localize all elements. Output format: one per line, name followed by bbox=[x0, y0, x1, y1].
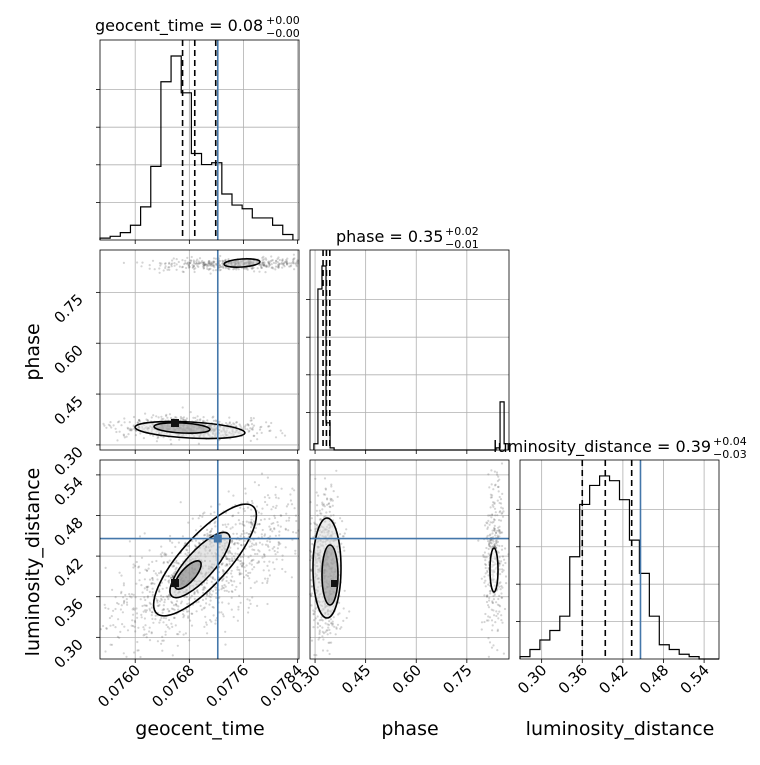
x-tick-label-luminosity_distance-4: 0.54 bbox=[677, 661, 713, 697]
x-tick-label-geocent_time-2: 0.0776 bbox=[202, 661, 252, 711]
title-luminosity-distance: luminosity_distance = 0.39 +0.04 −0.03 bbox=[493, 435, 747, 461]
title-luminosity-distance-plus: +0.04 bbox=[713, 435, 747, 448]
x-tick-label-phase-2: 0.60 bbox=[389, 661, 425, 697]
title-geocent-time-minus: −0.00 bbox=[266, 27, 300, 40]
y-tick-label-phase-3: 0.75 bbox=[50, 290, 86, 326]
contour-phase-distance-left-inner bbox=[321, 544, 339, 606]
panel-frames bbox=[99, 39, 720, 660]
x-tick-label-phase-3: 0.75 bbox=[439, 661, 475, 697]
title-geocent-time-main: geocent_time = 0.08 bbox=[95, 16, 263, 36]
title-phase-plus: +0.02 bbox=[445, 225, 479, 238]
panel-hist-geocent-time-frame bbox=[99, 39, 300, 241]
quantile-and-truth-layer bbox=[100, 40, 642, 659]
y-axis-label-phase: phase bbox=[22, 323, 44, 380]
y-tick-label-luminosity_distance-1: 0.36 bbox=[50, 595, 86, 631]
panel-geocent-time-vs-luminosity-distance-frame bbox=[99, 459, 300, 660]
y-tick-label-luminosity_distance-2: 0.42 bbox=[50, 554, 86, 590]
x-tick-label-luminosity_distance-2: 0.42 bbox=[595, 661, 631, 697]
x-tick-label-geocent_time-1: 0.0768 bbox=[148, 661, 198, 711]
panel-hist-luminosity-distance-frame bbox=[519, 459, 720, 660]
contour-geocent-distance-inner bbox=[174, 560, 202, 590]
contour-geocent-phase-peak bbox=[171, 419, 179, 427]
contour-geocent-distance-peak bbox=[171, 579, 179, 587]
x-axis-label-geocent-time: geocent_time bbox=[135, 718, 264, 740]
y-tick-label-phase-0: 0.30 bbox=[50, 443, 86, 479]
title-geocent-time-plus: +0.00 bbox=[266, 14, 300, 27]
x-axis-label-phase: phase bbox=[381, 718, 438, 740]
panel-phase-vs-luminosity-distance-frame bbox=[309, 459, 510, 660]
title-luminosity-distance-minus: −0.03 bbox=[713, 448, 747, 461]
hist-geocent-time-steps bbox=[99, 55, 294, 240]
y-tick-label-luminosity_distance-4: 0.54 bbox=[50, 473, 86, 509]
scatter-layer bbox=[99, 253, 510, 659]
scatter-geocent-phase-upper bbox=[122, 253, 300, 275]
x-tick-label-luminosity_distance-0: 0.30 bbox=[514, 661, 550, 697]
title-phase: phase = 0.35 +0.02 −0.01 bbox=[336, 225, 479, 251]
panel-hist-phase-frame bbox=[309, 249, 510, 451]
x-tick-label-luminosity_distance-3: 0.48 bbox=[636, 661, 672, 697]
y-tick-label-phase-1: 0.45 bbox=[50, 392, 86, 428]
hist-phase-steps bbox=[313, 265, 509, 451]
grid-layer bbox=[100, 40, 719, 659]
title-luminosity-distance-main: luminosity_distance = 0.39 bbox=[493, 437, 711, 457]
contour-geocent-phase-upper bbox=[223, 258, 261, 268]
x-tick-label-geocent_time-0: 0.0760 bbox=[94, 661, 144, 711]
hist-luminosity-distance-steps bbox=[519, 475, 719, 660]
contour-phase-distance-peak bbox=[331, 580, 338, 587]
scatter-geocent-distance bbox=[99, 472, 300, 659]
x-tick-label-luminosity_distance-1: 0.36 bbox=[555, 661, 591, 697]
contour-phase-distance-right bbox=[489, 547, 499, 593]
panel-geocent-time-vs-phase-frame bbox=[99, 249, 300, 451]
x-axis-label-luminosity-distance: luminosity_distance bbox=[526, 718, 715, 740]
x-tick-label-phase-1: 0.45 bbox=[338, 661, 374, 697]
title-geocent-time: geocent_time = 0.08 +0.00 −0.00 bbox=[95, 14, 300, 40]
y-tick-label-phase-2: 0.60 bbox=[50, 341, 86, 377]
contour-geocent-phase-inner bbox=[153, 421, 211, 435]
truth-marker bbox=[213, 534, 222, 543]
contour-geocent-distance-outer bbox=[152, 503, 258, 617]
y-axis-label-luminosity-distance: luminosity_distance bbox=[22, 468, 44, 657]
title-phase-main: phase = 0.35 bbox=[336, 227, 443, 246]
y-tick-label-luminosity_distance-3: 0.48 bbox=[50, 514, 86, 550]
y-tick-label-luminosity_distance-0: 0.30 bbox=[50, 635, 86, 671]
title-phase-minus: −0.01 bbox=[445, 238, 479, 251]
